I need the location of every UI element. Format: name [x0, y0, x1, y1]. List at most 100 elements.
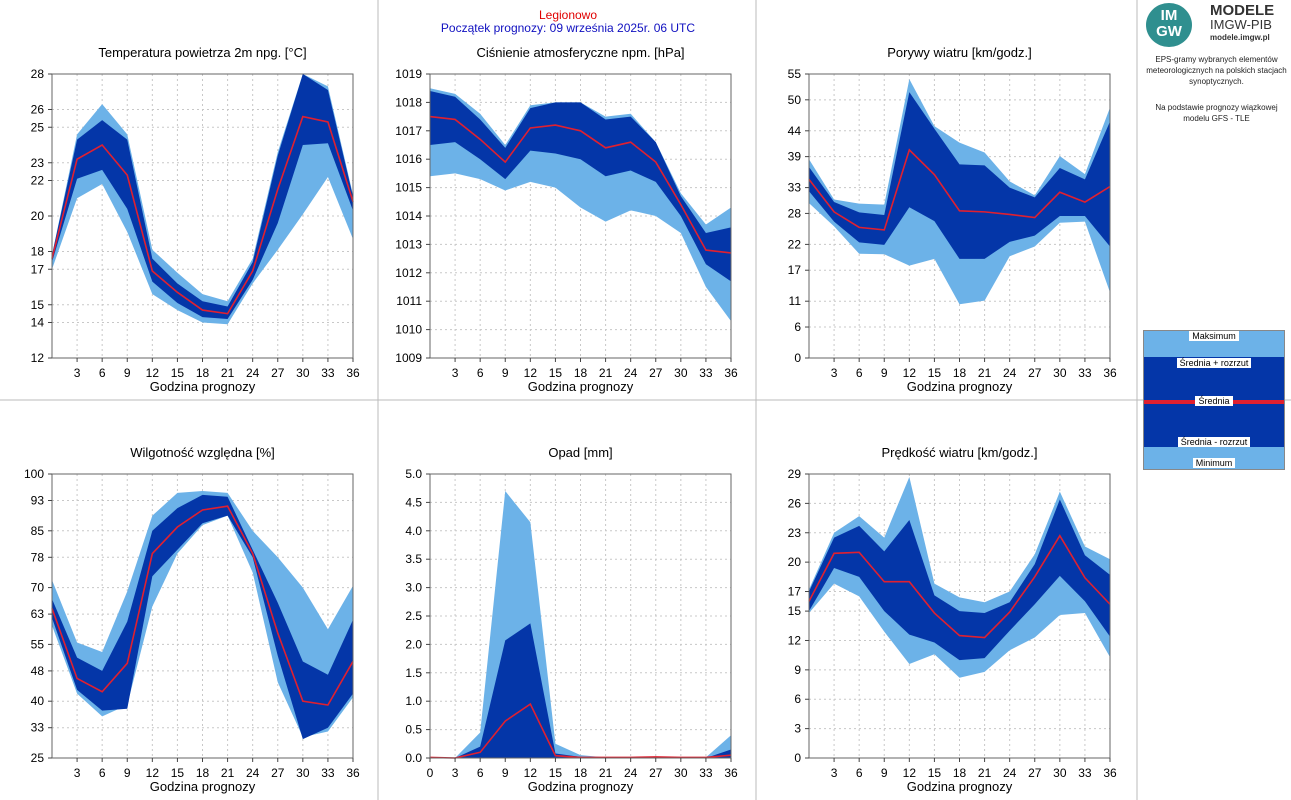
y-tick-label: 0 — [794, 351, 801, 365]
x-tick-label: 3 — [74, 366, 81, 380]
y-tick-label: 4.0 — [405, 524, 422, 538]
y-tick-label: 2.5 — [405, 609, 422, 623]
y-tick-label: 1009 — [395, 351, 422, 365]
x-tick-label: 21 — [978, 366, 992, 380]
x-tick-label: 36 — [724, 366, 738, 380]
x-tick-label: 36 — [346, 766, 360, 780]
x-tick-label: 18 — [574, 766, 588, 780]
x-tick-label: 24 — [624, 366, 638, 380]
y-tick-label: 85 — [31, 524, 45, 538]
legend-mean-minus-label: Średnia - rozrzut — [1177, 437, 1251, 447]
x-tick-label: 15 — [928, 766, 942, 780]
x-tick-label: 3 — [831, 766, 838, 780]
x-tick-label: 12 — [524, 366, 538, 380]
legend-max-label: Maksimum — [1189, 331, 1239, 341]
chart-title: Opad [mm] — [548, 445, 612, 460]
x-axis-label: Godzina prognozy — [528, 379, 634, 394]
badge-bottom: GW — [1156, 23, 1182, 40]
y-tick-label: 23 — [31, 156, 45, 170]
x-tick-label: 33 — [321, 766, 335, 780]
y-tick-label: 3 — [794, 722, 801, 736]
x-tick-label: 30 — [674, 766, 688, 780]
y-tick-label: 18 — [31, 245, 45, 259]
x-tick-label: 36 — [724, 766, 738, 780]
x-tick-label: 15 — [549, 366, 563, 380]
x-tick-label: 33 — [699, 366, 713, 380]
spread-band — [52, 494, 353, 740]
x-tick-label: 27 — [649, 366, 663, 380]
x-tick-label: 30 — [674, 366, 688, 380]
x-tick-label: 15 — [928, 366, 942, 380]
x-tick-label: 3 — [452, 766, 459, 780]
y-tick-label: 44 — [788, 124, 802, 138]
y-tick-label: 12 — [788, 633, 802, 647]
y-tick-label: 1010 — [395, 323, 422, 337]
logo-line1: MODELE — [1210, 2, 1275, 19]
chart-title: Porywy wiatru [km/godz.] — [887, 45, 1032, 60]
legend-mean-label: Średnia — [1195, 396, 1233, 406]
x-tick-label: 3 — [831, 366, 838, 380]
y-tick-label: 25 — [31, 751, 45, 765]
x-tick-label: 18 — [196, 766, 210, 780]
y-tick-label: 0.5 — [405, 723, 422, 737]
y-tick-label: 4.5 — [405, 495, 422, 509]
y-tick-label: 22 — [31, 174, 45, 188]
station-name: Legionowo — [538, 8, 598, 22]
x-tick-label: 15 — [171, 366, 185, 380]
y-tick-label: 1017 — [395, 124, 422, 138]
x-axis-label: Godzina prognozy — [907, 379, 1013, 394]
legend-mean-plus-label: Średnia + rozrzut — [1176, 358, 1252, 368]
y-tick-label: 2.0 — [405, 637, 422, 651]
y-tick-label: 55 — [788, 67, 802, 81]
x-tick-label: 33 — [321, 366, 335, 380]
x-tick-label: 33 — [699, 766, 713, 780]
x-tick-label: 3 — [74, 766, 81, 780]
mean-line — [429, 115, 732, 254]
y-tick-label: 50 — [788, 93, 802, 107]
y-tick-label: 63 — [31, 607, 45, 621]
y-tick-label: 17 — [788, 585, 802, 599]
y-tick-label: 6 — [794, 320, 801, 334]
y-tick-label: 28 — [31, 67, 45, 81]
x-tick-label: 12 — [146, 766, 160, 780]
x-tick-label: 9 — [124, 766, 131, 780]
x-tick-label: 27 — [271, 766, 285, 780]
y-tick-label: 26 — [788, 496, 802, 510]
y-tick-label: 20 — [31, 209, 45, 223]
min-max-band — [809, 476, 1110, 678]
x-tick-label: 12 — [524, 766, 538, 780]
x-tick-label: 18 — [953, 366, 967, 380]
min-max-band — [52, 74, 353, 325]
y-tick-label: 28 — [788, 206, 802, 220]
spread-band — [52, 74, 353, 319]
y-tick-label: 33 — [788, 181, 802, 195]
x-tick-label: 27 — [271, 366, 285, 380]
info-description: EPS-gramy wybranych elementów meteorolog… — [1146, 55, 1287, 86]
x-tick-label: 24 — [246, 766, 260, 780]
y-tick-label: 1018 — [395, 95, 422, 109]
y-tick-label: 3.0 — [405, 581, 422, 595]
chart-title: Temperatura powietrza 2m npg. [°C] — [98, 45, 306, 60]
mean-line — [51, 115, 354, 315]
x-axis-label: Godzina prognozy — [528, 779, 634, 794]
y-tick-label: 9 — [794, 663, 801, 677]
y-tick-label: 1014 — [395, 209, 422, 223]
x-tick-label: 27 — [1028, 766, 1042, 780]
chart-title: Wilgotność względna [%] — [130, 445, 275, 460]
spread-band — [430, 623, 731, 758]
x-tick-label: 21 — [221, 366, 235, 380]
y-tick-label: 11 — [789, 294, 802, 308]
x-tick-label: 24 — [624, 766, 638, 780]
info-source: Na podstawie prognozy wiązkowej modelu G… — [1155, 103, 1278, 123]
x-tick-label: 24 — [1003, 766, 1017, 780]
y-tick-label: 20 — [788, 555, 802, 569]
x-tick-label: 12 — [903, 766, 917, 780]
x-tick-label: 9 — [881, 366, 888, 380]
x-tick-label: 24 — [246, 366, 260, 380]
mean-line — [808, 534, 1111, 639]
x-tick-label: 27 — [649, 766, 663, 780]
x-tick-label: 33 — [1078, 766, 1092, 780]
chart-title: Ciśnienie atmosferyczne npm. [hPa] — [476, 45, 684, 60]
x-tick-label: 21 — [221, 766, 235, 780]
